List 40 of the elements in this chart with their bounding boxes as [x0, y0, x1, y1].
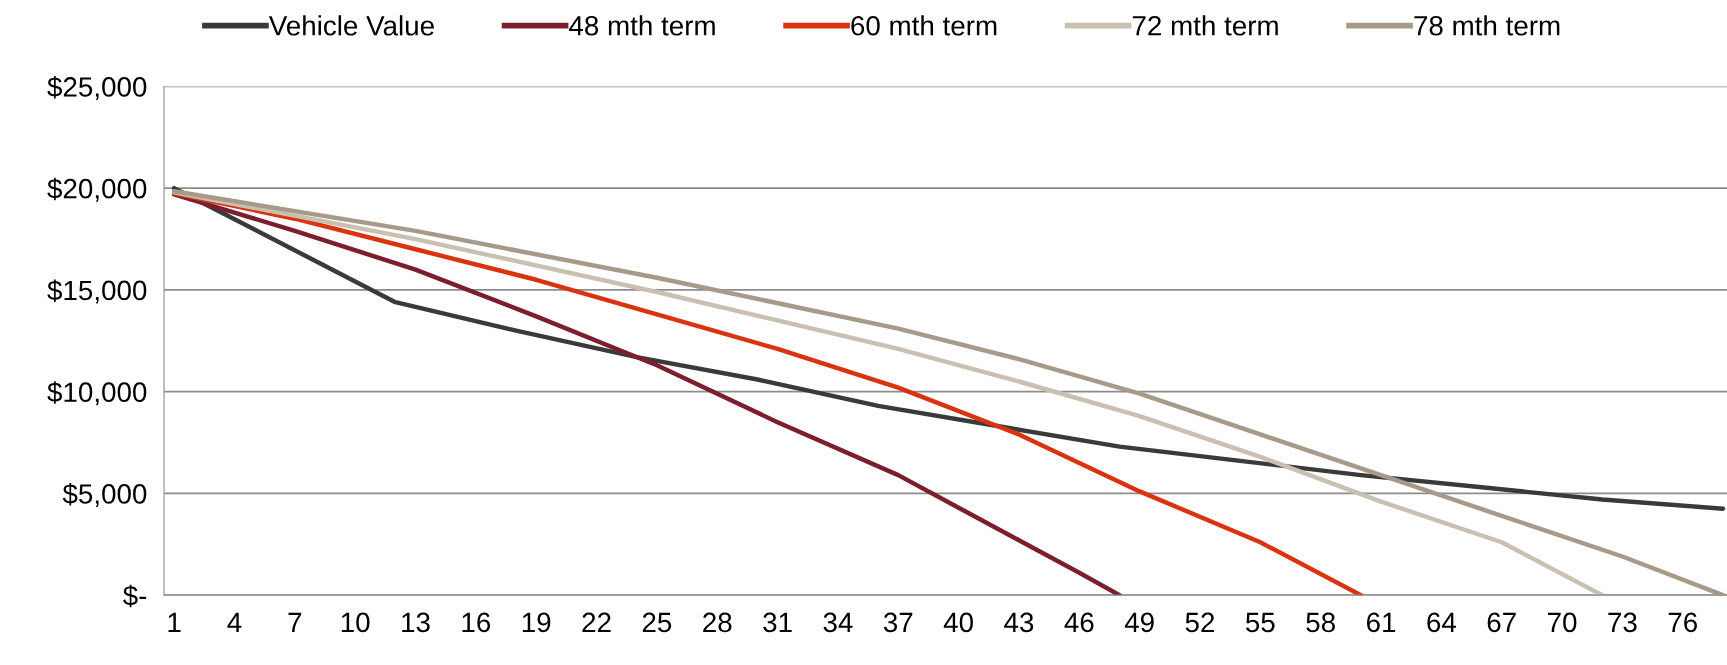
legend-label: Vehicle Value [268, 15, 434, 36]
x-tick-label: 61 [1366, 612, 1396, 633]
x-tick-label: 37 [883, 612, 913, 633]
y-tick-label: $20,000 [47, 177, 147, 202]
legend-label: 48 mth term [569, 15, 715, 36]
legend-label: 60 mth term [851, 15, 997, 36]
line-series [171, 185, 1726, 511]
x-tick-label: 73 [1608, 612, 1637, 633]
x-tick-label: 34 [823, 612, 853, 633]
x-tick-label: 1 [168, 612, 181, 632]
x-tick-label: 46 [1064, 612, 1094, 633]
x-tick-label: 19 [522, 612, 551, 633]
x-tick-label: 40 [943, 612, 973, 633]
y-tick-label: $25,000 [47, 75, 147, 101]
x-tick-label: 13 [402, 612, 430, 633]
x-tick-label: 28 [703, 612, 732, 633]
x-tick-label: 49 [1124, 612, 1154, 633]
x-tick-label: 16 [462, 612, 491, 633]
line-series [171, 192, 1122, 596]
x-tick-label: 10 [341, 612, 370, 633]
x-tick-label: 64 [1427, 612, 1456, 633]
line-series [171, 191, 1364, 596]
x-tick-label: 31 [763, 612, 792, 633]
y-tick-label: $10,000 [47, 381, 147, 406]
legend-label: 72 mth term [1132, 15, 1278, 36]
x-tick-label: 43 [1004, 612, 1034, 633]
x-tick-label: 25 [642, 612, 672, 633]
x-tick-label: 22 [582, 612, 611, 632]
x-tick-label: 55 [1246, 612, 1275, 633]
y-tick-label: $- [123, 584, 147, 608]
x-tick-label: 76 [1668, 612, 1697, 633]
y-tick-label: $5,000 [62, 482, 147, 508]
x-tick-label: 70 [1548, 612, 1577, 633]
x-tick-label: 7 [288, 612, 302, 632]
legend-label: 78 mth term [1414, 15, 1560, 36]
x-tick-label: 67 [1487, 612, 1516, 633]
y-tick-label: $15,000 [47, 279, 147, 304]
x-tick-label: 58 [1306, 612, 1335, 633]
x-tick-label: 4 [227, 612, 242, 632]
x-tick-label: 52 [1185, 612, 1215, 633]
